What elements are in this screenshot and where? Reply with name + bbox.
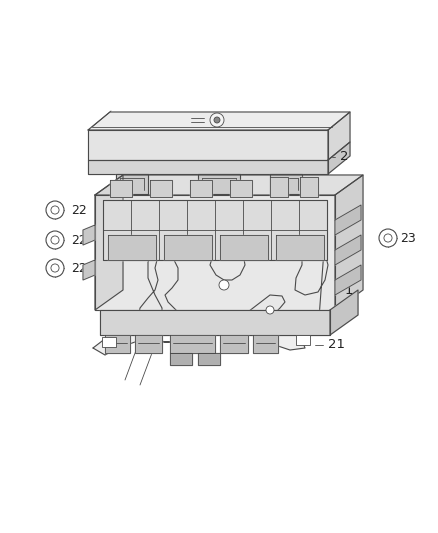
Polygon shape xyxy=(83,260,95,280)
Polygon shape xyxy=(220,235,268,260)
Circle shape xyxy=(46,201,64,219)
Circle shape xyxy=(214,117,220,123)
Polygon shape xyxy=(198,353,220,365)
Polygon shape xyxy=(190,180,212,197)
Polygon shape xyxy=(170,335,215,353)
Polygon shape xyxy=(95,175,123,310)
Bar xyxy=(102,337,116,347)
Polygon shape xyxy=(164,235,212,260)
Circle shape xyxy=(51,264,59,272)
Text: 1: 1 xyxy=(345,284,353,296)
Polygon shape xyxy=(276,235,324,260)
Polygon shape xyxy=(335,235,361,265)
Polygon shape xyxy=(88,160,328,174)
Polygon shape xyxy=(330,290,358,335)
Polygon shape xyxy=(328,142,350,174)
Polygon shape xyxy=(135,335,162,353)
Polygon shape xyxy=(95,175,363,195)
Polygon shape xyxy=(220,335,248,353)
Polygon shape xyxy=(300,177,318,197)
Polygon shape xyxy=(83,225,95,245)
Polygon shape xyxy=(105,335,130,353)
Circle shape xyxy=(51,206,59,214)
Text: 22: 22 xyxy=(71,262,87,274)
Polygon shape xyxy=(103,200,327,260)
Text: 22: 22 xyxy=(71,233,87,246)
Polygon shape xyxy=(230,180,252,197)
Polygon shape xyxy=(270,174,302,194)
Text: 22: 22 xyxy=(71,204,87,216)
Polygon shape xyxy=(88,112,350,130)
Polygon shape xyxy=(198,174,240,194)
Circle shape xyxy=(379,229,397,247)
Polygon shape xyxy=(170,353,192,365)
Polygon shape xyxy=(270,177,288,197)
Polygon shape xyxy=(335,265,361,295)
Polygon shape xyxy=(110,180,132,197)
Circle shape xyxy=(51,236,59,244)
Circle shape xyxy=(266,306,274,314)
Bar xyxy=(296,335,310,345)
Polygon shape xyxy=(95,195,335,310)
Polygon shape xyxy=(335,205,361,235)
Circle shape xyxy=(219,280,229,290)
Polygon shape xyxy=(328,112,350,160)
Text: 21: 21 xyxy=(328,338,345,351)
Circle shape xyxy=(46,231,64,249)
Polygon shape xyxy=(253,335,278,353)
Polygon shape xyxy=(150,180,172,197)
Polygon shape xyxy=(335,175,363,310)
Text: 23: 23 xyxy=(400,231,416,245)
Polygon shape xyxy=(100,310,330,335)
Circle shape xyxy=(384,234,392,242)
Polygon shape xyxy=(108,235,156,260)
Polygon shape xyxy=(93,231,328,355)
Polygon shape xyxy=(88,130,328,160)
Polygon shape xyxy=(116,174,148,194)
Circle shape xyxy=(46,259,64,277)
Circle shape xyxy=(210,113,224,127)
Text: 2: 2 xyxy=(340,150,349,164)
